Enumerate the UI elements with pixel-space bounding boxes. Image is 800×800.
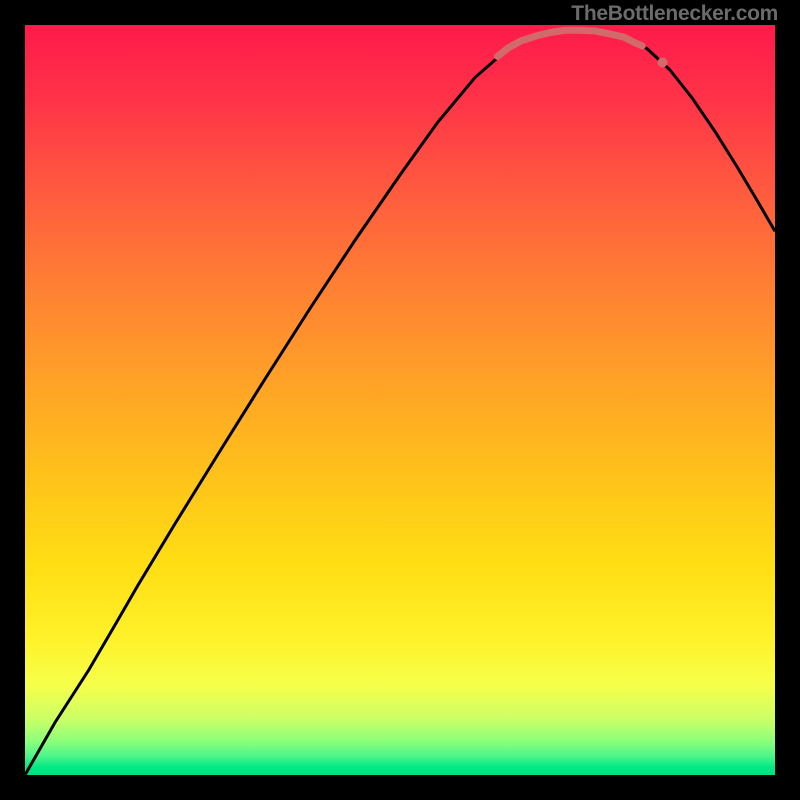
- watermark-text: TheBottlenecker.com: [571, 2, 778, 26]
- chart-svg: [25, 25, 775, 775]
- gradient-background: [25, 25, 775, 775]
- chart-plot-area: [25, 25, 775, 775]
- optimal-range-endpoint: [658, 58, 668, 68]
